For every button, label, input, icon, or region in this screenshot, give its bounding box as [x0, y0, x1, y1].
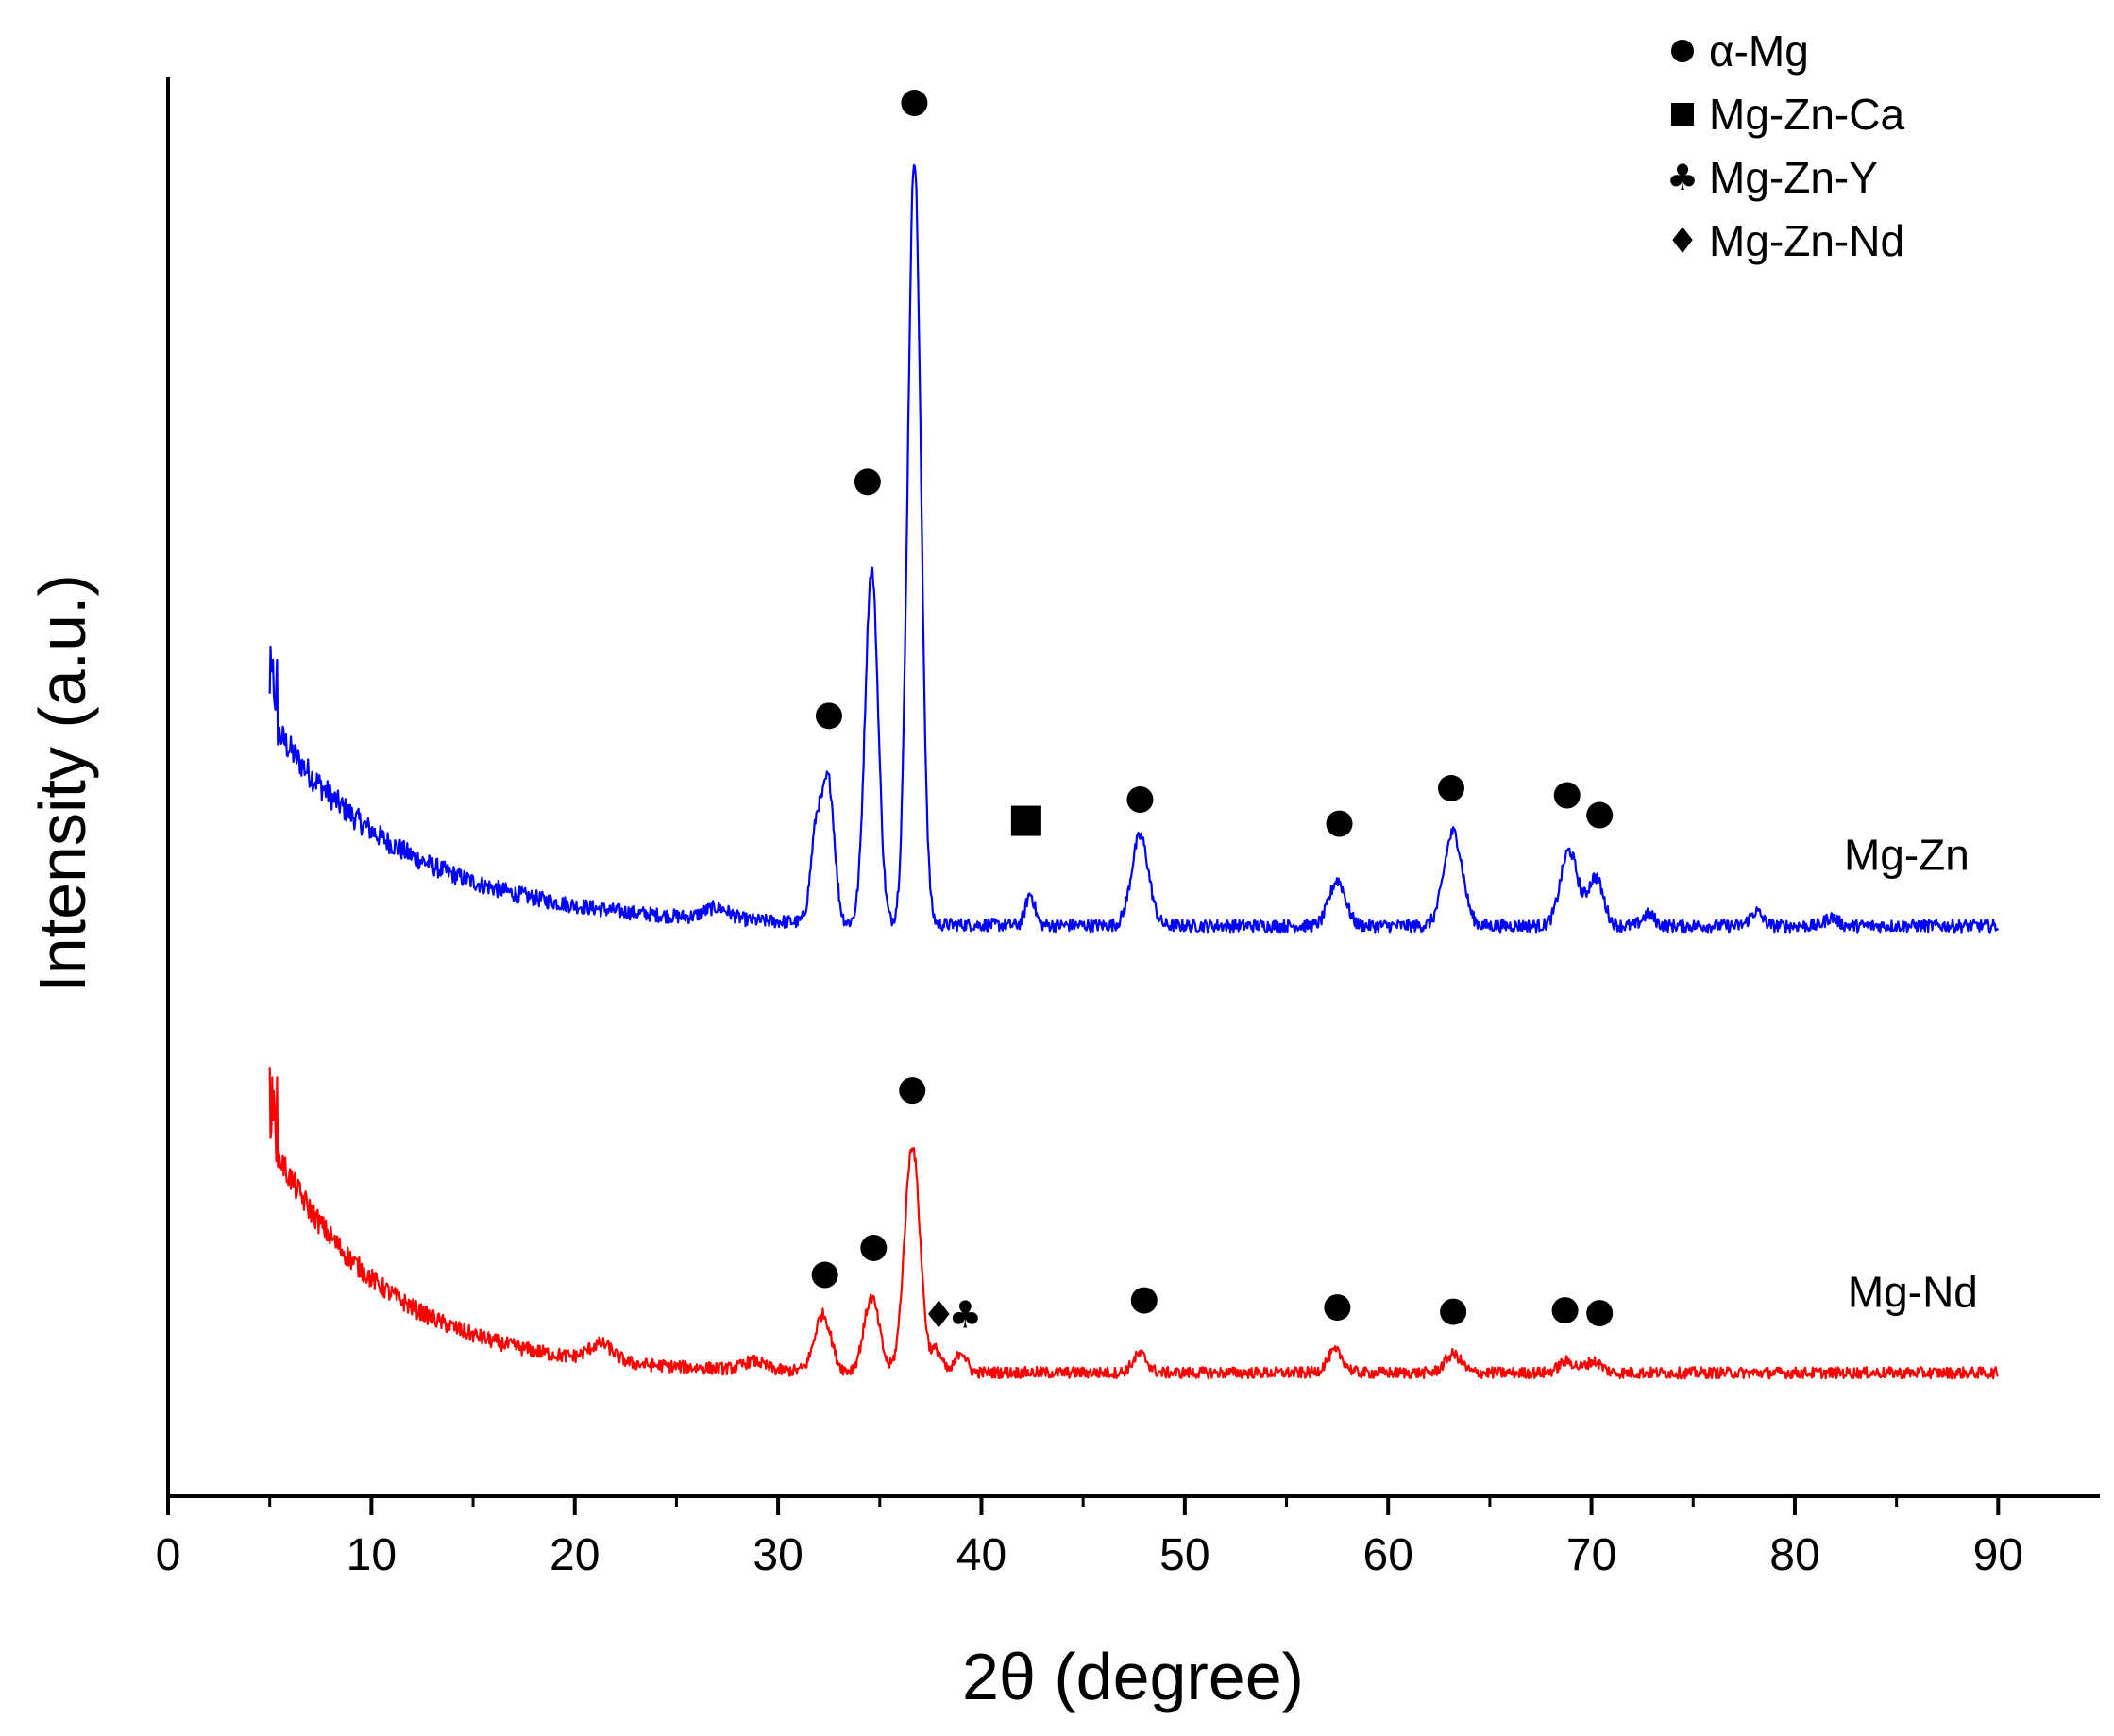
alpha-mg-marker	[1440, 1298, 1467, 1325]
x-tick-label: 90	[1973, 1530, 2023, 1580]
alpha-mg-marker	[1586, 801, 1614, 829]
legend-symbol-mg-zn-y: ♣	[1666, 157, 1699, 198]
x-tick-label: 50	[1159, 1530, 1209, 1580]
alpha-mg-marker	[901, 90, 928, 117]
y-axis-title: Intensity (a.u.)	[25, 574, 99, 993]
x-tick-label: 0	[156, 1530, 181, 1580]
series-line-mg-zn	[268, 163, 2000, 934]
x-tick-label: 40	[956, 1530, 1006, 1580]
alpha-mg-marker	[1126, 786, 1154, 814]
alpha-mg-marker	[815, 702, 842, 730]
legend-label: Mg-Zn-Y	[1709, 153, 1878, 202]
alpha-mg-marker	[1324, 1294, 1351, 1322]
alpha-mg-marker	[860, 1234, 888, 1261]
alpha-mg-marker	[899, 1077, 926, 1104]
series-label-mg-zn: Mg-Zn	[1844, 831, 1970, 880]
alpha-mg-marker	[1586, 1300, 1614, 1327]
plot-area	[268, 163, 2000, 1380]
series-line-mg-nd	[268, 1067, 2000, 1380]
alpha-mg-marker	[1437, 775, 1464, 802]
legend-label: Mg-Zn-Nd	[1709, 216, 1904, 265]
legend-label: Mg-Zn-Ca	[1709, 90, 1904, 139]
series-label-mg-nd: Mg-Nd	[1848, 1268, 1978, 1317]
alpha-mg-marker	[1551, 1297, 1579, 1324]
legend-symbol-mg-zn-nd: ♦	[1666, 220, 1699, 261]
mg-zn-nd-marker: ♦	[922, 1294, 956, 1338]
mg-zn-y-marker: ♣	[948, 1294, 982, 1338]
x-tick-label: 20	[550, 1530, 600, 1580]
legend-symbol-mg-zn-ca	[1671, 103, 1694, 126]
mg-zn-ca-marker	[1010, 805, 1041, 836]
x-tick-label: 60	[1363, 1530, 1413, 1580]
alpha-mg-marker	[1130, 1287, 1158, 1314]
x-ticks: 0 10 20 30 40 50 60 70 80 90	[156, 1496, 2023, 1580]
alpha-mg-marker	[854, 468, 881, 496]
axes	[166, 77, 2100, 1498]
x-tick-label: 30	[753, 1530, 803, 1580]
x-tick-label: 70	[1566, 1530, 1616, 1580]
alpha-mg-marker	[1553, 782, 1581, 809]
alpha-mg-marker	[1326, 810, 1353, 837]
x-tick-label: 10	[347, 1530, 397, 1580]
legend: α-Mg Mg-Zn-Ca♣ Mg-Zn-Y♦ Mg-Zn-Nd	[1666, 26, 1904, 265]
x-axis-title: 2θ (degree)	[962, 1640, 1304, 1713]
x-tick-label: 80	[1769, 1530, 1819, 1580]
alpha-mg-marker	[811, 1261, 838, 1289]
legend-symbol-alpha-mg	[1671, 40, 1694, 62]
legend-label: α-Mg	[1709, 26, 1809, 76]
